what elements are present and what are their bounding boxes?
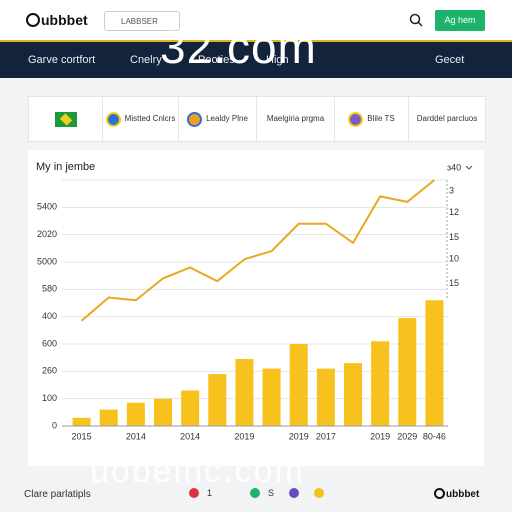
line-series	[80, 179, 436, 322]
y-tick-label: 100	[42, 393, 57, 403]
bar	[262, 368, 281, 426]
x-tick-label: 2014	[180, 431, 200, 441]
watermark: uobeinc.com	[90, 452, 305, 490]
card-label: Lealdy Plne	[206, 114, 248, 123]
nav-item[interactable]: Pooties	[198, 54, 235, 66]
y-tick-label: 600	[42, 338, 57, 348]
search-box[interactable]: LABBSER	[104, 11, 180, 31]
card[interactable]: Blile TS	[335, 97, 409, 141]
x-tick-label: 2015	[72, 431, 92, 441]
card[interactable]: Maelgiria prgma	[257, 97, 335, 141]
chart-title: My in jembe	[36, 161, 95, 173]
footer-icon-label: S	[268, 488, 275, 498]
bar	[316, 368, 335, 426]
bar	[181, 390, 200, 426]
y-tick-label: 260	[42, 366, 57, 376]
card-icon	[105, 111, 121, 127]
watermark: 32.com	[160, 21, 317, 73]
footer-icon[interactable]	[289, 488, 299, 498]
card[interactable]	[29, 97, 103, 141]
y-tick-label: 580	[42, 284, 57, 294]
y2-tick-label: 15	[449, 278, 459, 288]
x-tick-label: 2019	[234, 431, 254, 441]
bar	[72, 417, 91, 426]
x-tick-label: 2019	[370, 431, 390, 441]
y-tick-label: 5000	[37, 256, 57, 266]
card[interactable]: Mistted Cnlcrs	[103, 97, 179, 141]
card[interactable]: Lealdy Plne	[179, 97, 257, 141]
dropdown-caret	[465, 165, 473, 170]
card[interactable]: Darddel parcluos	[409, 97, 485, 141]
card-icon	[187, 111, 203, 127]
nav-item[interactable]: Garve cortfort	[28, 54, 96, 66]
y2-tick-label: 12	[449, 207, 459, 217]
y2-tick-label: 10	[449, 254, 459, 264]
bar	[99, 409, 118, 426]
x-tick-label: 2029	[397, 431, 417, 441]
logo-text: ubbbet	[41, 12, 88, 28]
bar	[398, 318, 417, 426]
card-row: Mistted Cnlcrs Lealdy Plne Maelgiria prg…	[28, 96, 486, 142]
card-label: Blile TS	[367, 114, 395, 123]
nav-item[interactable]: Gecet	[435, 54, 465, 66]
y2-tick-label: 15	[449, 232, 459, 242]
header: ubbbet LABBSER Ag hem	[0, 0, 512, 40]
x-tick-label: 2017	[316, 431, 336, 441]
y2-selector[interactable]: ɜ40	[447, 162, 461, 172]
y2-tick-label: 3	[449, 185, 454, 195]
card-label: Darddel parcluos	[416, 114, 478, 123]
x-tick-label: 2014	[126, 431, 146, 441]
x-tick-label: 80-46	[423, 431, 446, 441]
bar	[154, 398, 172, 426]
bar	[344, 363, 362, 426]
footer-icon[interactable]	[314, 488, 324, 498]
bar	[289, 344, 308, 426]
bar	[235, 359, 254, 426]
chart: My in jembe ɜ40 0 100 260 600 400 580 5000 2020…	[36, 161, 473, 441]
y-tick-label: 5400	[37, 202, 57, 212]
search-icon[interactable]	[409, 13, 423, 27]
footer-icon[interactable]	[250, 488, 260, 498]
bar	[126, 402, 145, 426]
nav-item[interactable]: Cnelry	[130, 54, 162, 66]
signup-button[interactable]: Ag hem	[435, 10, 485, 31]
footer-icon-label: 1	[207, 488, 213, 498]
flag-icon	[54, 111, 77, 127]
nav-bar: Garve cortfort Cnelry Pooties High Gecet	[0, 40, 512, 78]
footer-icon[interactable]	[189, 488, 199, 498]
bar	[425, 300, 444, 426]
y-tick-label: 400	[42, 311, 57, 321]
y-tick-label: 2020	[37, 229, 57, 239]
logo[interactable]: ubbbet	[26, 12, 88, 28]
bar	[371, 341, 390, 426]
nav-item[interactable]: High	[266, 54, 289, 66]
x-tick-label: 2019	[289, 431, 309, 441]
footer-title: Clare parlatipls	[24, 489, 91, 500]
card-label: Mistted Cnlcrs	[124, 114, 176, 123]
card-icon	[348, 111, 364, 127]
footer-logo[interactable]: ubbbet	[434, 488, 479, 500]
card-label: Maelgiria prgma	[266, 114, 325, 123]
bar	[208, 374, 227, 426]
y-tick-label: 0	[52, 420, 57, 430]
footer-logo-text: ubbbet	[446, 489, 480, 500]
